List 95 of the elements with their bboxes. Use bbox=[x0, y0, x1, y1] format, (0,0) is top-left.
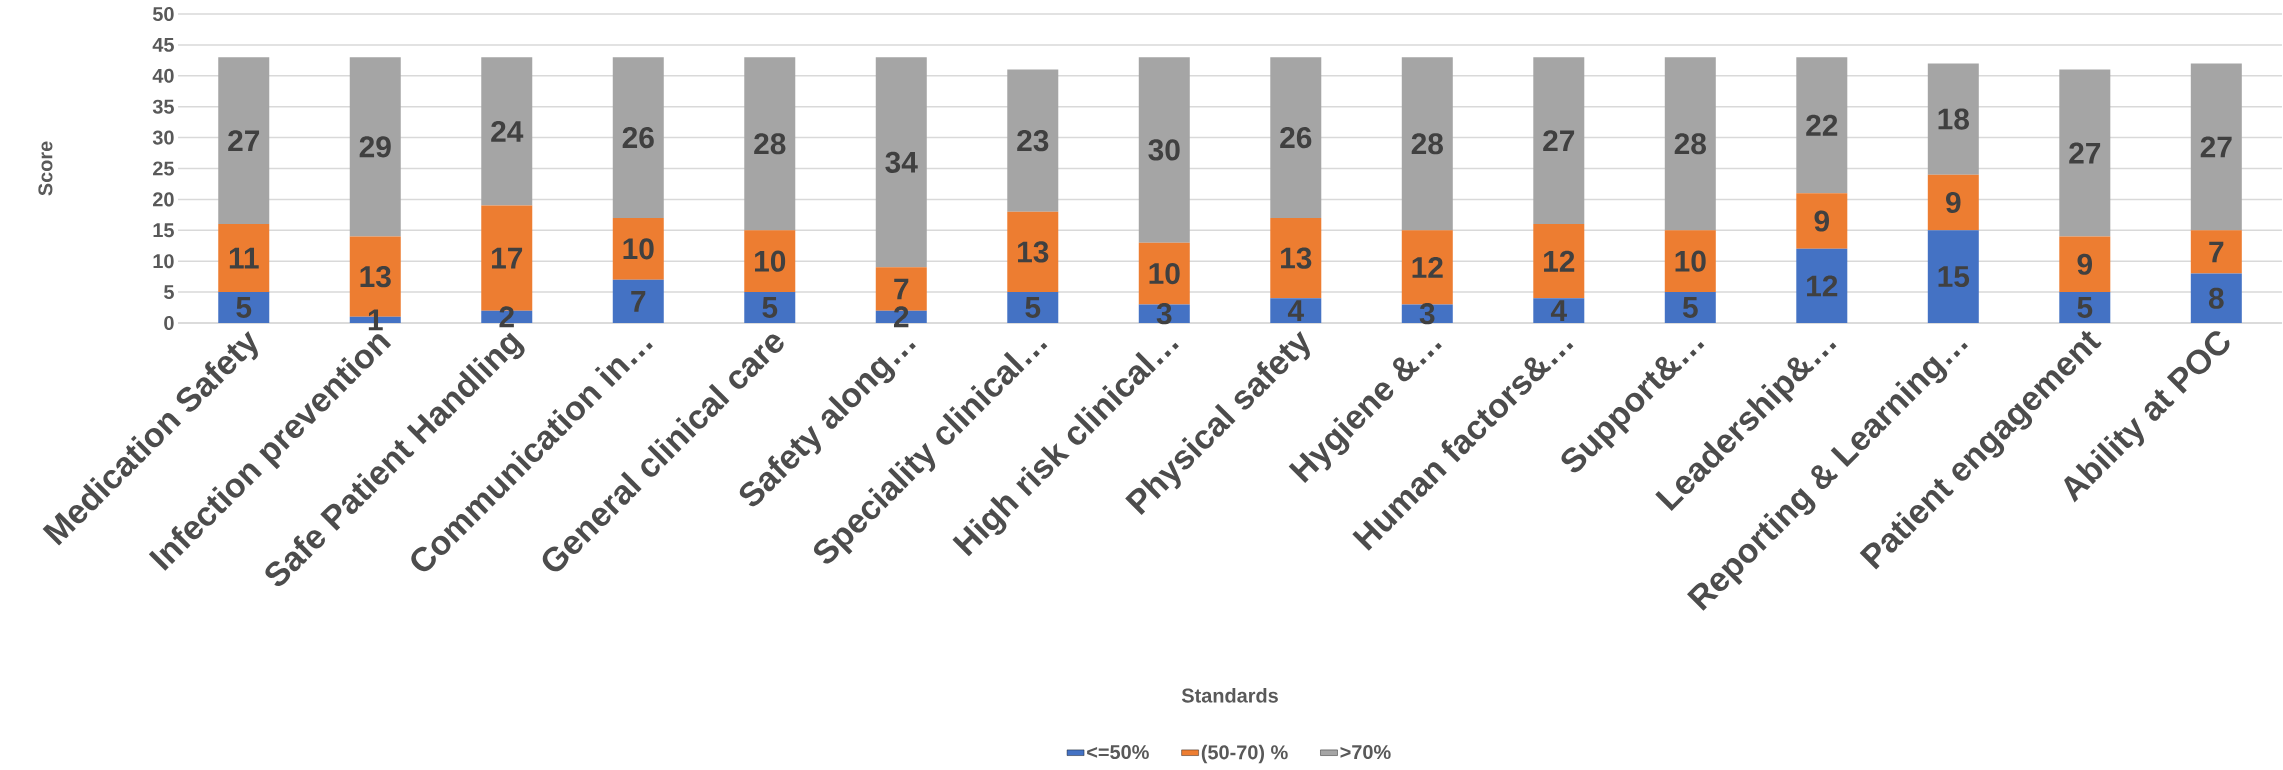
data-label: 7 bbox=[2209, 241, 2224, 263]
bar bbox=[612, 279, 664, 323]
legend-label: <=50% bbox=[1087, 745, 1149, 760]
data-label: 28 bbox=[754, 133, 786, 155]
data-label: 4 bbox=[1287, 300, 1304, 321]
bar bbox=[1533, 224, 1585, 299]
data-label: 3 bbox=[1419, 303, 1435, 325]
data-label: 12 bbox=[1544, 250, 1575, 272]
data-label: 7 bbox=[894, 278, 909, 300]
data-label: 13 bbox=[360, 266, 391, 288]
data-label: 34 bbox=[885, 151, 918, 173]
y-tick-label: 20 bbox=[153, 192, 174, 207]
bar bbox=[2059, 236, 2111, 293]
bar bbox=[481, 57, 533, 206]
data-label: 2 bbox=[893, 306, 909, 328]
bar bbox=[1007, 69, 1059, 212]
data-label: 30 bbox=[1148, 139, 1180, 161]
data-label: 12 bbox=[1807, 275, 1838, 297]
bar bbox=[744, 230, 796, 293]
bar bbox=[1401, 230, 1453, 305]
bar bbox=[1401, 57, 1453, 231]
legend-label: (50-70) % bbox=[1201, 744, 1288, 764]
y-tick-label: 50 bbox=[152, 6, 174, 22]
y-tick-label: 35 bbox=[152, 99, 174, 114]
data-label: 28 bbox=[1411, 133, 1443, 155]
y-tick-label: 25 bbox=[153, 161, 174, 176]
bar bbox=[2190, 230, 2242, 274]
bar bbox=[1138, 57, 1190, 243]
data-label: 27 bbox=[228, 130, 260, 152]
bar bbox=[1927, 174, 1979, 231]
bar bbox=[612, 57, 664, 218]
data-label: 22 bbox=[1806, 114, 1838, 136]
bar bbox=[2190, 273, 2242, 323]
y-tick-label: 0 bbox=[164, 315, 174, 331]
bar bbox=[218, 224, 270, 293]
data-label: 10 bbox=[755, 250, 786, 272]
data-label: 9 bbox=[1814, 210, 1829, 232]
bar bbox=[2059, 69, 2111, 237]
data-label: 4 bbox=[1550, 300, 1567, 321]
data-label: 5 bbox=[2077, 297, 2093, 318]
data-label: 3 bbox=[1156, 303, 1172, 325]
data-label: 8 bbox=[2208, 287, 2224, 309]
data-label: 27 bbox=[1543, 130, 1575, 152]
y-axis-title: Score bbox=[38, 141, 53, 196]
data-label: 5 bbox=[1025, 297, 1041, 318]
data-label: 5 bbox=[1682, 297, 1698, 318]
bar bbox=[1927, 230, 1979, 323]
data-label: 23 bbox=[1017, 130, 1049, 152]
data-label: 29 bbox=[359, 136, 391, 158]
y-tick-label: 30 bbox=[152, 130, 174, 145]
bar bbox=[1927, 63, 1979, 175]
bar bbox=[1796, 248, 1848, 323]
bar bbox=[1796, 57, 1848, 194]
bar bbox=[349, 57, 401, 237]
data-label: 17 bbox=[492, 247, 523, 269]
data-label: 5 bbox=[236, 297, 252, 318]
data-label: 5 bbox=[762, 297, 778, 318]
bar bbox=[1664, 57, 1716, 231]
data-label: 11 bbox=[229, 247, 259, 269]
data-label: 26 bbox=[622, 127, 654, 149]
data-label: 2 bbox=[499, 306, 514, 328]
data-label: 26 bbox=[1280, 127, 1312, 149]
data-label: 15 bbox=[1938, 266, 1970, 288]
bar bbox=[1664, 230, 1716, 293]
data-label: 7 bbox=[631, 291, 646, 312]
legend-label: >70% bbox=[1340, 745, 1391, 760]
bar bbox=[875, 57, 927, 268]
bar bbox=[1007, 211, 1059, 293]
y-tick-label: 5 bbox=[164, 285, 174, 300]
data-label: 12 bbox=[1412, 256, 1443, 278]
bar bbox=[218, 57, 270, 225]
bar bbox=[2190, 63, 2242, 231]
data-label: 10 bbox=[1675, 250, 1706, 272]
data-label: 13 bbox=[1018, 241, 1049, 263]
bar bbox=[1533, 57, 1585, 225]
data-label: 10 bbox=[1149, 262, 1180, 285]
y-tick-label: 40 bbox=[152, 68, 174, 83]
x-axis-title: Standards bbox=[1181, 688, 1278, 703]
bar bbox=[612, 217, 664, 280]
data-label: 24 bbox=[491, 120, 524, 142]
data-label: 9 bbox=[1946, 191, 1961, 214]
bar bbox=[744, 57, 796, 231]
bar bbox=[1270, 217, 1322, 299]
y-tick-label: 10 bbox=[153, 254, 174, 269]
data-label: 9 bbox=[2077, 253, 2093, 275]
data-label: 18 bbox=[1938, 108, 1969, 130]
data-label: 10 bbox=[623, 238, 654, 260]
y-tick-label: 45 bbox=[152, 37, 174, 52]
data-label: 27 bbox=[2200, 136, 2232, 158]
bar bbox=[1270, 57, 1322, 218]
data-label: 28 bbox=[1674, 133, 1706, 155]
bar bbox=[1796, 193, 1848, 249]
data-label: 27 bbox=[2069, 142, 2101, 164]
data-label: 13 bbox=[1281, 247, 1312, 269]
y-tick-label: 15 bbox=[153, 223, 174, 238]
